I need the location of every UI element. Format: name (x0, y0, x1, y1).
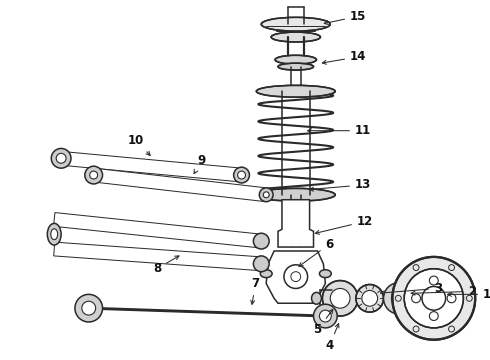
Text: 15: 15 (324, 10, 367, 24)
Polygon shape (53, 212, 262, 248)
Circle shape (234, 167, 249, 183)
Text: 12: 12 (316, 215, 373, 234)
Polygon shape (278, 200, 314, 247)
Circle shape (90, 171, 98, 179)
Circle shape (322, 280, 358, 316)
Ellipse shape (278, 63, 314, 70)
Circle shape (82, 301, 96, 315)
Circle shape (392, 257, 475, 340)
Text: 11: 11 (308, 124, 371, 137)
Circle shape (75, 294, 102, 322)
Text: 3: 3 (381, 282, 442, 295)
Ellipse shape (51, 229, 58, 240)
Text: 13: 13 (310, 179, 371, 192)
Circle shape (253, 256, 269, 272)
Ellipse shape (312, 292, 321, 304)
Text: 8: 8 (153, 256, 179, 275)
Ellipse shape (256, 85, 335, 97)
Ellipse shape (275, 55, 317, 64)
Text: 9: 9 (194, 154, 205, 174)
Circle shape (56, 153, 66, 163)
Text: 4: 4 (325, 324, 339, 352)
Text: 7: 7 (251, 277, 260, 304)
Text: 14: 14 (322, 50, 367, 64)
Circle shape (85, 166, 102, 184)
Text: 1: 1 (447, 288, 490, 301)
Circle shape (319, 310, 331, 322)
Text: 2: 2 (411, 285, 476, 298)
Ellipse shape (356, 284, 384, 312)
Circle shape (392, 291, 407, 306)
Polygon shape (266, 251, 325, 303)
Circle shape (384, 283, 415, 314)
Ellipse shape (271, 32, 320, 42)
Circle shape (263, 192, 269, 198)
Circle shape (259, 188, 273, 202)
Circle shape (253, 233, 269, 249)
Polygon shape (54, 242, 262, 271)
Polygon shape (93, 168, 267, 202)
Polygon shape (60, 152, 242, 182)
Text: 10: 10 (128, 134, 150, 156)
Text: 5: 5 (314, 309, 333, 336)
Circle shape (330, 288, 350, 308)
Ellipse shape (256, 188, 335, 201)
Text: 6: 6 (299, 238, 334, 266)
Ellipse shape (362, 291, 378, 306)
Circle shape (404, 269, 464, 328)
Ellipse shape (48, 224, 61, 245)
Ellipse shape (260, 270, 272, 278)
Ellipse shape (319, 270, 331, 278)
Circle shape (51, 148, 71, 168)
Circle shape (238, 171, 245, 179)
Ellipse shape (261, 17, 330, 31)
Circle shape (314, 304, 337, 328)
